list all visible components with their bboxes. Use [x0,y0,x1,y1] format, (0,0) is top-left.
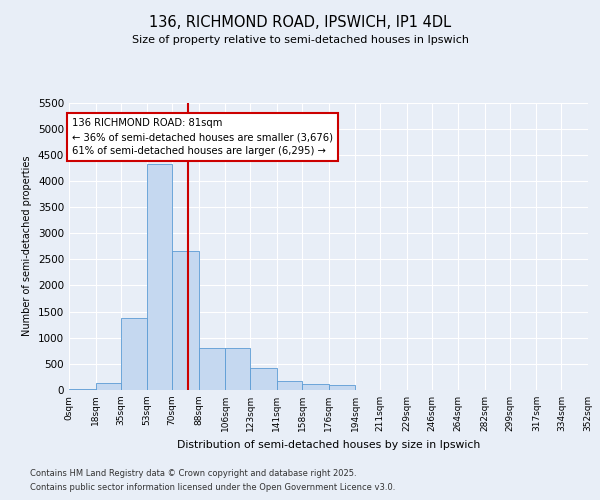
Text: Size of property relative to semi-detached houses in Ipswich: Size of property relative to semi-detach… [131,35,469,45]
Bar [329,386,355,390]
Y-axis label: Number of semi-detached properties: Number of semi-detached properties [22,156,32,336]
Bar [225,348,250,390]
Text: 136, RICHMOND ROAD, IPSWICH, IP1 4DL: 136, RICHMOND ROAD, IPSWICH, IP1 4DL [149,15,451,30]
Bar [147,164,172,390]
Bar [95,383,121,390]
Bar [250,368,277,390]
Text: Contains HM Land Registry data © Crown copyright and database right 2025.: Contains HM Land Registry data © Crown c… [30,470,356,478]
Bar [277,381,302,390]
Bar [121,318,147,390]
Bar [199,348,225,390]
Bar [302,384,329,390]
Bar [172,251,199,390]
Text: Contains public sector information licensed under the Open Government Licence v3: Contains public sector information licen… [30,482,395,492]
X-axis label: Distribution of semi-detached houses by size in Ipswich: Distribution of semi-detached houses by … [177,440,480,450]
Text: 136 RICHMOND ROAD: 81sqm
← 36% of semi-detached houses are smaller (3,676)
61% o: 136 RICHMOND ROAD: 81sqm ← 36% of semi-d… [72,118,333,156]
